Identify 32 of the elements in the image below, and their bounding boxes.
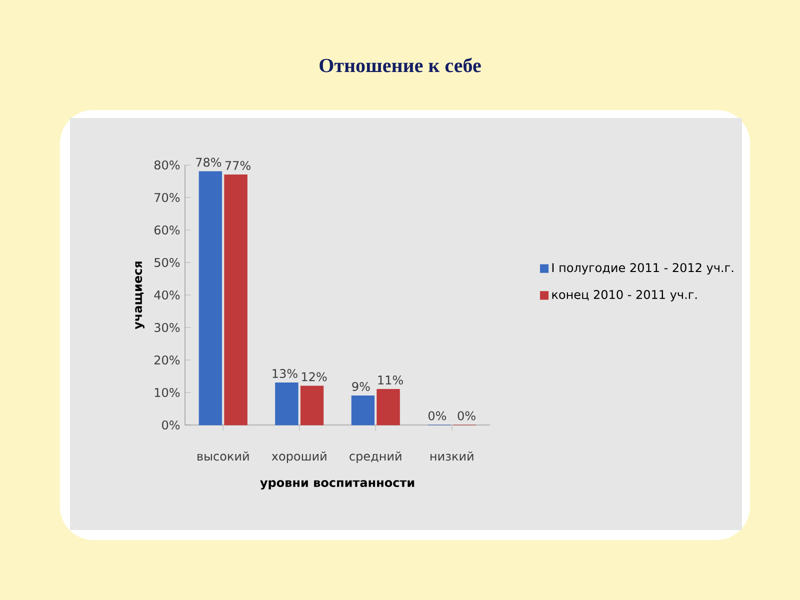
bar — [224, 174, 248, 426]
legend-label: конец 2010 - 2011 уч.г. — [552, 290, 697, 302]
data-label: 77% — [225, 160, 250, 170]
bar — [300, 386, 324, 426]
y-tick-label: 20% — [154, 355, 180, 365]
bar — [198, 171, 222, 426]
x-tick-label: высокий — [198, 451, 249, 461]
data-label: 0% — [428, 411, 446, 420]
y-axis-title: учащиеся — [135, 262, 144, 330]
data-label: 13% — [272, 368, 298, 378]
y-tick-label: 40% — [154, 290, 180, 300]
bar — [351, 395, 375, 426]
y-tick-label: 60% — [154, 225, 180, 235]
data-label: 78% — [196, 158, 222, 167]
bar — [376, 388, 400, 426]
legend-label: I полугодие 2011 - 2012 уч.г. — [552, 263, 734, 274]
y-tick-label: 10% — [154, 388, 180, 398]
chart-title: Отношение к себе — [320, 58, 481, 72]
data-label: 0% — [458, 411, 476, 420]
x-tick-label: хороший — [272, 451, 326, 464]
data-label: 11% — [378, 375, 403, 385]
y-tick-label: 70% — [154, 192, 180, 202]
data-label: 12% — [302, 372, 327, 382]
data-label: 9% — [352, 382, 370, 392]
x-tick-label: низкий — [430, 451, 474, 461]
y-tick-label: 80% — [154, 160, 180, 170]
x-tick-label: средний — [350, 451, 402, 464]
bar — [275, 382, 298, 426]
x-axis-title: уровни воспитанности — [260, 480, 414, 490]
y-tick-label: 0% — [162, 420, 180, 430]
y-tick-label: 30% — [154, 322, 180, 332]
y-tick-label: 50% — [154, 258, 180, 268]
